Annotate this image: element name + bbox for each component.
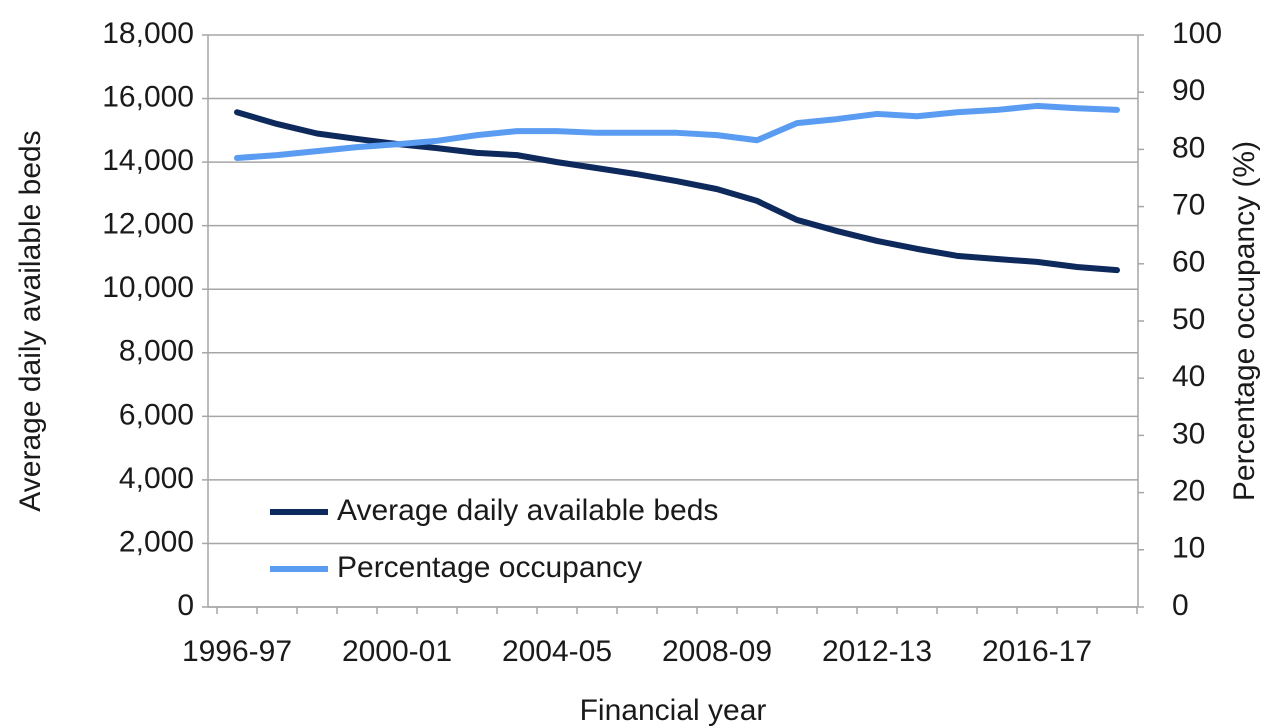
y-tick-label: 12,000 <box>102 208 194 241</box>
y2-axis-label: Percentage occupancy (%) <box>1228 141 1261 501</box>
y-tick-label: 0 <box>177 589 194 622</box>
y2-tick-label: 40 <box>1172 360 1205 393</box>
x-tick-label: 2004-05 <box>502 635 612 668</box>
y2-tick-label: 20 <box>1172 475 1205 508</box>
legend-label: Percentage occupancy <box>337 551 642 584</box>
y-tick-label: 18,000 <box>102 17 194 50</box>
y2-tick-label: 80 <box>1172 131 1205 164</box>
y2-tick-label: 30 <box>1172 417 1205 450</box>
y-tick-label: 2,000 <box>119 525 194 558</box>
x-tick-label: 1996-97 <box>182 635 292 668</box>
legend-label: Average daily available beds <box>337 494 718 527</box>
y-tick-label: 16,000 <box>102 80 194 113</box>
y2-tick-label: 90 <box>1172 74 1205 107</box>
series-line <box>234 102 1120 161</box>
y-tick-label: 10,000 <box>102 271 194 304</box>
series-line <box>234 109 1120 274</box>
y-tick-label: 6,000 <box>119 398 194 431</box>
x-tick-label: 2000-01 <box>342 635 452 668</box>
y2-tick-label: 10 <box>1172 532 1205 565</box>
y2-tick-label: 70 <box>1172 189 1205 222</box>
y2-tick-label: 0 <box>1172 589 1189 622</box>
y-axis-label: Average daily available beds <box>14 130 47 511</box>
x-tick-label: 2016-17 <box>982 635 1092 668</box>
y2-tick-label: 50 <box>1172 303 1205 336</box>
y-tick-label: 14,000 <box>102 144 194 177</box>
y-tick-label: 4,000 <box>119 462 194 495</box>
y2-tick-label: 60 <box>1172 246 1205 279</box>
y2-tick-label: 100 <box>1172 17 1222 50</box>
x-tick-label: 2008-09 <box>662 635 772 668</box>
x-tick-label: 2012-13 <box>822 635 932 668</box>
x-axis-label: Financial year <box>580 694 767 727</box>
y-tick-label: 8,000 <box>119 335 194 368</box>
